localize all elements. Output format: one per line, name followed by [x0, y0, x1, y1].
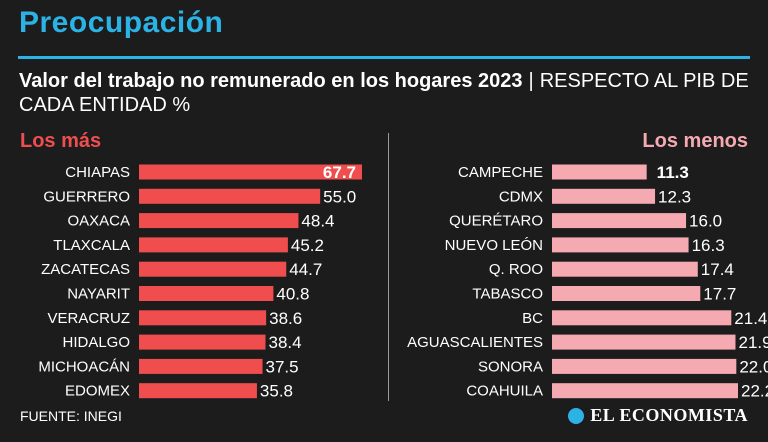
- bar-least: [552, 358, 737, 374]
- bar-most: [139, 188, 321, 204]
- category-label-least: QUERÉTARO: [449, 213, 543, 230]
- logo-text: EL ECONOMISTA: [590, 405, 748, 425]
- category-label-least: TABASCO: [472, 286, 543, 303]
- category-label-least: CAMPECHE: [458, 164, 543, 181]
- source-note: FUENTE: INEGI: [20, 408, 122, 424]
- bar-most: [139, 310, 267, 326]
- category-label-most: EDOMEX: [65, 383, 130, 400]
- bar-most: [139, 358, 263, 374]
- category-label-most: NAYARIT: [67, 286, 130, 303]
- category-label-least: CDMX: [499, 188, 543, 205]
- header-rule: [18, 56, 750, 59]
- bar-least: [552, 334, 736, 350]
- bar-most: [139, 213, 299, 229]
- category-label-least: NUEVO LEÓN: [445, 237, 543, 254]
- value-label-least: 22.2: [741, 382, 768, 401]
- bar-most: [139, 286, 274, 301]
- value-label-most: 67.7: [323, 163, 356, 182]
- bar-least: [552, 310, 732, 326]
- page-title: Preocupación: [19, 6, 224, 39]
- category-label-most: TLAXCALA: [53, 237, 130, 254]
- bar-least: [552, 188, 656, 204]
- section-label-most: Los más: [20, 130, 102, 152]
- subtitle-separator: |: [528, 70, 534, 92]
- value-label-most: 45.2: [291, 236, 324, 255]
- value-label-most: 44.7: [289, 260, 322, 279]
- publisher-logo: EL ECONOMISTA: [568, 405, 748, 426]
- category-label-least: Q. ROO: [489, 261, 543, 278]
- category-label-least: SONORA: [478, 358, 543, 375]
- value-label-least: 17.7: [703, 285, 736, 304]
- bar-least: [552, 164, 647, 180]
- category-label-least: AGUASCALIENTES: [407, 334, 543, 351]
- value-label-least: 16.0: [689, 212, 722, 231]
- bar-most: [139, 334, 266, 350]
- chart-subtitle: Valor del trabajo no remunerado en los h…: [19, 69, 759, 117]
- bar-least: [552, 237, 689, 253]
- category-label-most: OAXACA: [67, 213, 130, 230]
- section-label-least: Los menos: [642, 130, 748, 152]
- logo-icon: [568, 407, 585, 424]
- value-label-least: 22.0: [739, 357, 768, 376]
- bar-most: [139, 383, 257, 399]
- value-label-most: 37.5: [266, 357, 299, 376]
- subtitle-main: Valor del trabajo no remunerado en los h…: [19, 70, 523, 92]
- value-label-most: 38.6: [269, 309, 302, 328]
- value-label-least: 17.4: [701, 260, 734, 279]
- category-label-most: VERACRUZ: [47, 310, 130, 327]
- value-label-most: 40.8: [276, 285, 309, 304]
- subtitle-unit: RESPECTO AL PIB DE CADA ENTIDAD %: [19, 70, 749, 116]
- bar-most: [139, 237, 288, 253]
- value-label-most: 38.4: [268, 333, 301, 352]
- bar-most: [139, 164, 362, 180]
- value-label-most: 35.8: [260, 382, 293, 401]
- category-label-most: GUERRERO: [43, 188, 130, 205]
- bar-least: [552, 261, 698, 277]
- value-label-least: 16.3: [692, 236, 725, 255]
- bar-least: [552, 383, 738, 399]
- bar-most: [139, 261, 287, 277]
- column-divider: [388, 133, 389, 401]
- category-label-most: ZACATECAS: [41, 261, 130, 278]
- bar-least: [552, 286, 701, 301]
- value-label-most: 48.4: [301, 212, 334, 231]
- category-label-most: MICHOACÁN: [38, 358, 130, 375]
- bar-least: [552, 213, 687, 229]
- category-label-least: COAHUILA: [466, 383, 543, 400]
- category-label-least: BC: [522, 310, 543, 327]
- value-label-most: 55.0: [323, 187, 356, 206]
- value-label-least: 21.4: [734, 309, 767, 328]
- category-label-most: CHIAPAS: [65, 164, 130, 181]
- value-label-least: 21.9: [738, 333, 768, 352]
- value-label-least: 11.3: [657, 163, 689, 182]
- category-label-most: HIDALGO: [62, 334, 130, 351]
- value-label-least: 12.3: [658, 187, 691, 206]
